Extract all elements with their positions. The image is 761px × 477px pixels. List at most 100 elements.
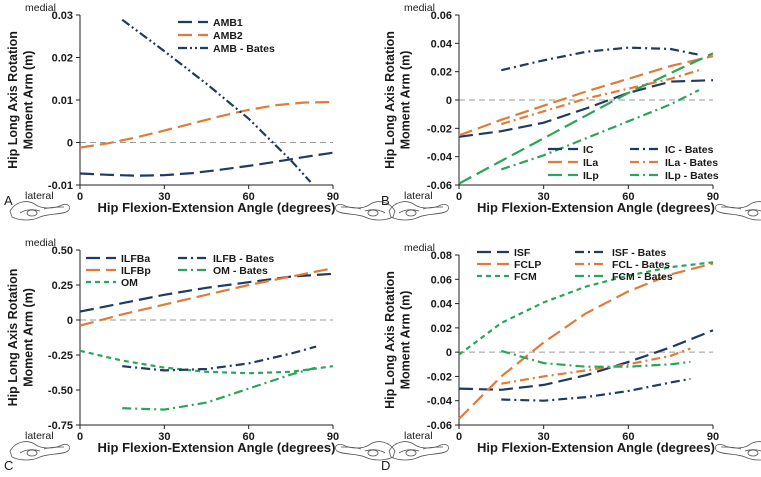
y-tick-label: 0.04: [431, 299, 453, 311]
series-line-ilp: [458, 52, 714, 185]
hip-bone-illustration: [335, 441, 396, 461]
lateral-label: lateral: [404, 190, 433, 202]
y-tick-label: -0.04: [427, 152, 453, 164]
panel-letter: C: [4, 458, 13, 473]
x-axis-label: Hip Flexion-Extension Angle (degrees): [477, 440, 715, 455]
legend-label: ILFBa: [121, 253, 150, 265]
x-tick-label: 60: [622, 191, 634, 203]
legend-label: ILp - Bates: [665, 170, 719, 182]
y-tick-label: 0: [67, 315, 73, 327]
series-line-fcm-bates: [500, 349, 691, 368]
x-tick-label: 0: [456, 191, 462, 203]
legend-label: AMB1: [213, 17, 243, 29]
series-line-ila: [458, 55, 714, 137]
hip-bone-illustration: [335, 201, 396, 221]
x-tick-label: 90: [707, 431, 719, 443]
y-tick-label: 0.02: [431, 323, 452, 335]
x-tick-label: 30: [158, 431, 170, 443]
legend-label: AMB2: [213, 30, 243, 42]
legend-label: IC: [583, 144, 594, 156]
series-line-amb2: [79, 101, 334, 149]
medial-label: medial: [404, 242, 435, 254]
y-axis-label: Hip Long Axis Rotation Moment Arm (m): [6, 269, 36, 407]
y-tick-label: 0.06: [431, 274, 452, 286]
y-tick-label: -0.06: [427, 180, 452, 192]
legend-label: OM - Bates: [213, 265, 268, 277]
legend-label: ILFBp: [121, 265, 151, 277]
x-tick-label: 30: [158, 191, 170, 203]
x-tick-label: 0: [77, 431, 83, 443]
x-axis-label: Hip Flexion-Extension Angle (degrees): [477, 200, 715, 215]
x-tick-label: 0: [77, 191, 83, 203]
panel-letter: A: [4, 193, 13, 208]
y-tick-label: 0.02: [52, 53, 73, 65]
hip-bone-illustration: [9, 441, 70, 461]
y-tick-label: 0: [67, 138, 73, 150]
y-tick-label: 0.06: [431, 10, 452, 22]
legend-label: FCL - Bates: [612, 259, 670, 271]
medial-label: medial: [25, 237, 56, 249]
legend-label: FCM: [514, 271, 537, 283]
y-tick-label: 0.01: [52, 95, 73, 107]
y-axis-label: Hip Long Axis Rotation Moment Arm (m): [383, 271, 413, 409]
legend-label: ILa: [583, 157, 598, 169]
series-line-ila-bates: [500, 69, 700, 126]
y-tick-label: 0: [446, 347, 452, 359]
x-tick-label: 60: [243, 191, 255, 203]
y-tick-label: 0.50: [52, 245, 73, 257]
legend-label: ISF: [514, 247, 531, 259]
series-line-amb-bates: [121, 18, 312, 183]
y-tick-label: -0.25: [48, 350, 73, 362]
legend-label: AMB - Bates: [213, 43, 275, 55]
x-tick-label: 30: [538, 191, 550, 203]
y-tick-label: -0.06: [427, 420, 452, 432]
medial-label: medial: [404, 2, 435, 14]
lateral-label: lateral: [404, 430, 433, 442]
x-tick-label: 90: [327, 431, 339, 443]
series-line-om: [79, 349, 334, 375]
series-line-ic: [458, 79, 714, 138]
lateral-label: lateral: [25, 430, 54, 442]
medial-label: medial: [25, 2, 56, 14]
series-line-ilfba: [79, 272, 334, 313]
series-line-fcl-bates: [501, 347, 691, 385]
hip-bone-illustration: [9, 201, 70, 221]
y-tick-label: 0.25: [52, 280, 73, 292]
legend-label: ISF - Bates: [612, 247, 666, 259]
y-tick-label: -0.02: [427, 371, 452, 383]
series-line-isf-bates: [501, 377, 691, 402]
hip-bone-illustration: [388, 201, 449, 221]
legend-label: FCM - Bates: [612, 271, 673, 283]
y-axis-label: Hip Long Axis Rotation Moment Arm (m): [383, 31, 413, 169]
y-tick-label: -0.75: [48, 420, 73, 432]
series-line-fclp: [458, 262, 714, 420]
x-tick-label: 90: [327, 191, 339, 203]
y-tick-label: 0.02: [431, 67, 452, 79]
legend-label: OM: [121, 277, 138, 289]
legend-label: ILFB - Bates: [213, 253, 274, 265]
legend-label: IC - Bates: [665, 144, 714, 156]
x-tick-label: 60: [622, 431, 634, 443]
legend-label: ILa - Bates: [665, 157, 718, 169]
series-line-amb1: [79, 151, 334, 177]
y-tick-label: 0: [446, 95, 452, 107]
panel-letter: B: [381, 193, 390, 208]
series-line-fcm: [458, 261, 714, 356]
y-tick-label: -0.04: [427, 396, 453, 408]
hip-bone-illustration: [388, 441, 449, 461]
panel-letter: D: [381, 458, 390, 473]
series-line-ic-bates: [501, 46, 700, 72]
y-tick-label: 0.03: [52, 10, 73, 22]
x-tick-label: 60: [243, 431, 255, 443]
x-tick-label: 0: [456, 431, 462, 443]
hip-bone-illustration: [715, 441, 761, 461]
series-line-ilfbp: [79, 267, 334, 327]
x-tick-label: 90: [707, 191, 719, 203]
legend-label: ILp: [583, 170, 599, 182]
x-axis-label: Hip Flexion-Extension Angle (degrees): [98, 440, 336, 455]
